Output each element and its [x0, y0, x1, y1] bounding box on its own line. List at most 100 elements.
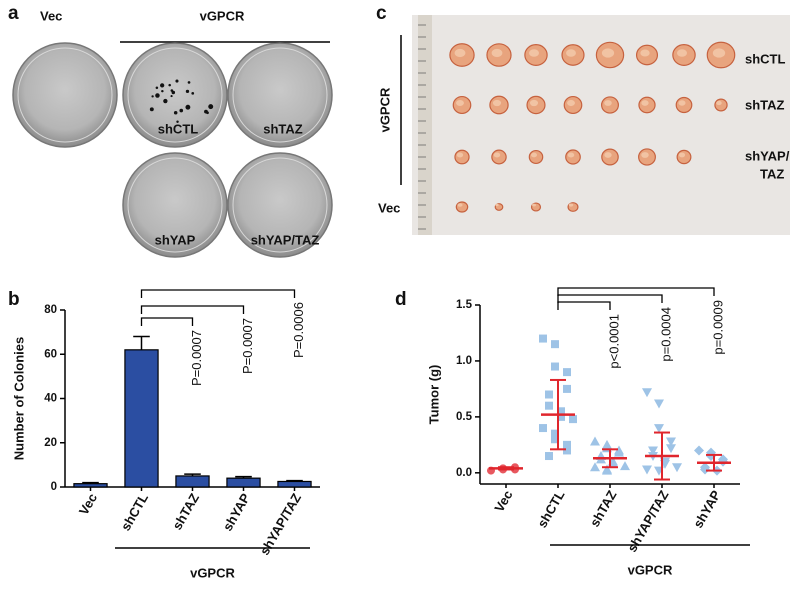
point [563, 446, 571, 455]
plate-label: shCTL [158, 121, 199, 136]
tumor [676, 149, 692, 165]
point [700, 464, 710, 475]
colony [170, 95, 173, 98]
tumor-highlight [601, 48, 615, 58]
x-tick-label: shYAP [220, 490, 254, 533]
colony [185, 104, 191, 110]
comparison-bracket [557, 301, 611, 310]
p-value: p=0.0009 [710, 300, 725, 355]
point [602, 465, 612, 475]
point [694, 445, 704, 456]
tumor-highlight [491, 48, 503, 58]
point [590, 436, 600, 446]
tumor-highlight [456, 152, 464, 158]
point [563, 384, 571, 393]
y-tick-label: 80 [44, 304, 57, 316]
tumor-highlight [712, 48, 726, 58]
x-tick-label: shYAP [690, 487, 724, 530]
y-tick-label: 1.5 [456, 299, 473, 311]
point [551, 362, 559, 371]
plate-rim [127, 47, 223, 143]
point [569, 415, 577, 424]
plate-label: shYAP/TAZ [251, 232, 320, 247]
comparison-bracket [140, 305, 245, 314]
colony [155, 86, 159, 90]
x-tick-label: Vec [76, 491, 100, 518]
tumor-highlight [678, 152, 686, 158]
colony [206, 111, 209, 115]
x-tick-label: shTAZ [169, 491, 202, 533]
x-tick-label: shCTL [118, 491, 151, 534]
tumor [491, 149, 507, 165]
p-value: P=0.0007 [240, 318, 255, 374]
tumor-highlight [641, 100, 649, 106]
colony [149, 107, 154, 112]
tumor-highlight [495, 203, 499, 207]
comparison-bracket [140, 317, 194, 326]
colony [179, 108, 184, 113]
tumor-highlight [567, 99, 575, 107]
tumors [418, 24, 736, 230]
tumor-highlight [454, 48, 466, 58]
bar [124, 349, 159, 488]
row-label: shTAZ [745, 97, 785, 112]
colony [151, 95, 154, 98]
tumor [455, 201, 469, 213]
point [557, 412, 565, 421]
plate-rim [232, 47, 328, 143]
plate-rim [17, 47, 113, 143]
group-label: vGPCR [377, 87, 392, 132]
point [654, 424, 664, 434]
colony [160, 83, 165, 88]
point [545, 401, 553, 410]
colony [208, 104, 214, 110]
tumor-highlight [456, 99, 464, 107]
group-label: vGPCR [190, 565, 235, 580]
colony [187, 81, 191, 84]
y-tick-label: 0 [51, 481, 57, 493]
point [551, 429, 559, 438]
y-tick-label: 20 [44, 437, 57, 449]
tumor-highlight [528, 49, 540, 57]
point [551, 435, 559, 444]
tumor-highlight [457, 203, 463, 207]
tumor-highlight [566, 49, 576, 57]
tumor-highlight [568, 203, 574, 207]
bar [277, 480, 312, 488]
tumor-highlight [531, 203, 537, 207]
point [672, 463, 682, 473]
tumor-highlight [493, 152, 501, 158]
row-label: shYAP/ [745, 148, 790, 163]
point [614, 447, 624, 457]
plate [227, 42, 333, 148]
control-label: Vec [40, 8, 62, 23]
p-value: P=0.0007 [189, 330, 204, 386]
point [642, 465, 652, 475]
plate [12, 42, 118, 148]
y-axis-label: Number of Colonies [11, 337, 26, 461]
tumor-highlight [641, 152, 649, 158]
point [648, 446, 658, 456]
y-tick-label: 1.0 [456, 355, 472, 367]
tumor-highlight [640, 49, 650, 57]
point [563, 440, 571, 449]
y-tick-label: 0.5 [456, 411, 473, 423]
point [666, 437, 676, 447]
colony [168, 83, 171, 87]
point [551, 340, 559, 349]
tumor-highlight [529, 99, 539, 107]
tumor-highlight [492, 99, 502, 107]
plate [122, 42, 228, 148]
comparison-bracket [557, 294, 663, 303]
tumor-highlight [678, 100, 686, 106]
panel-letter: b [8, 289, 20, 310]
p-value: p=0.0004 [658, 307, 673, 362]
y-tick-label: 0.0 [456, 467, 472, 479]
panel-letter: a [8, 3, 19, 24]
point [557, 407, 565, 416]
colony [191, 91, 195, 95]
tumor-highlight [530, 152, 538, 158]
colony [175, 79, 179, 83]
y-axis-label: Tumor (g) [426, 365, 441, 425]
